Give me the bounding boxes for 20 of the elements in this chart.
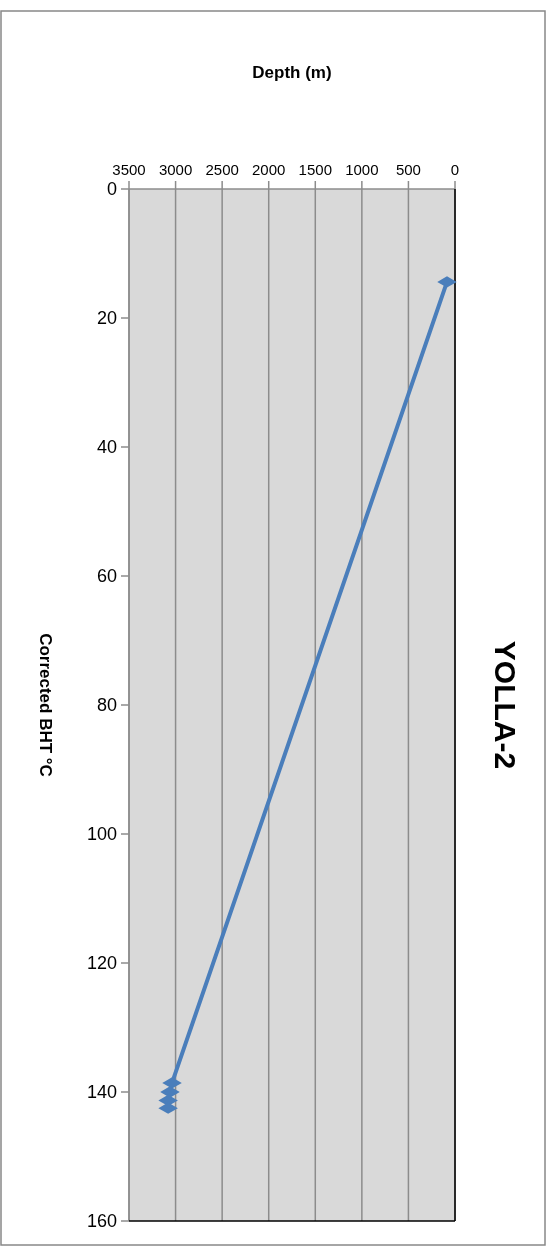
x-tick-label: 3500 xyxy=(112,161,146,178)
x-tick-label: 2000 xyxy=(252,161,286,178)
y-tick-label: 0 xyxy=(106,179,117,200)
text: YOLLA-2 xyxy=(489,640,522,770)
y-tick-label: 100 xyxy=(86,824,117,845)
y-axis-title: Corrected BHT °C xyxy=(36,633,55,777)
x-tick-label: 1000 xyxy=(345,161,379,178)
x-tick-label: 500 xyxy=(395,161,421,178)
y-tick-label: 80 xyxy=(96,695,117,716)
y-tick-label: 60 xyxy=(96,566,117,587)
x-axis-title: Depth (m) xyxy=(252,63,332,82)
x-tick-label: 3000 xyxy=(158,161,193,178)
y-tick-label: 40 xyxy=(96,437,117,458)
x-tick-label: 0 xyxy=(450,161,460,178)
y-tick-label: 120 xyxy=(86,953,117,974)
x-tick-label: 2500 xyxy=(205,161,239,178)
y-tick-label: 20 xyxy=(96,308,117,329)
y-tick-label: 140 xyxy=(86,1082,117,1103)
x-tick-label: 1500 xyxy=(298,161,332,178)
y-tick-label: 160 xyxy=(86,1211,117,1232)
